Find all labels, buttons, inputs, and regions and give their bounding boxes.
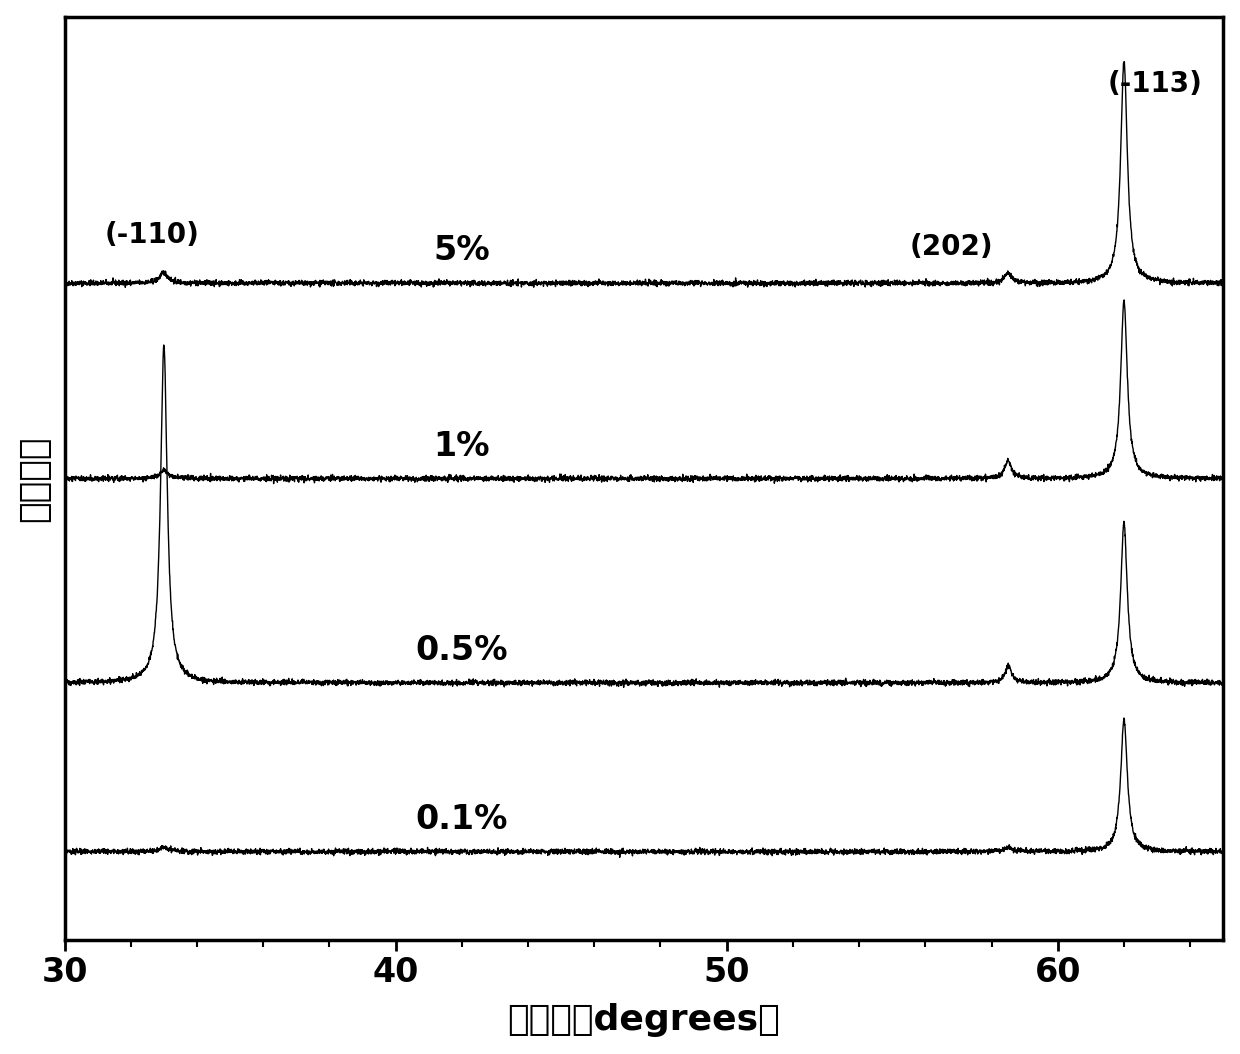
Text: 0.1%: 0.1% — [415, 803, 508, 836]
Y-axis label: 衍射强度: 衍射强度 — [16, 435, 51, 522]
Text: 5%: 5% — [434, 234, 490, 267]
Text: (-110): (-110) — [104, 221, 200, 250]
Text: (202): (202) — [910, 233, 993, 261]
Text: (-113): (-113) — [1107, 70, 1203, 98]
Text: 1%: 1% — [434, 430, 490, 463]
Text: 0.5%: 0.5% — [415, 633, 508, 667]
X-axis label: 衍射角（degrees）: 衍射角（degrees） — [507, 1003, 780, 1037]
